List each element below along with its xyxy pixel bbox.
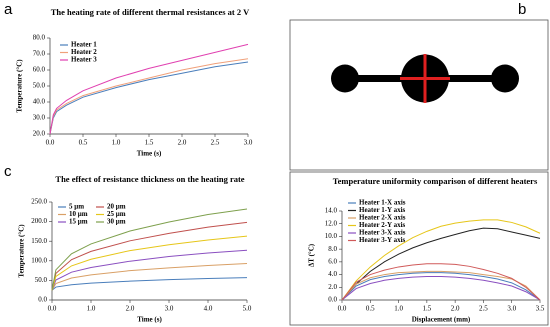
y-tick-label: 0.0 bbox=[328, 296, 337, 304]
legend-label: Heater 1 bbox=[71, 41, 97, 49]
y-tick-label: 40.0 bbox=[33, 98, 46, 106]
series-line bbox=[49, 58, 249, 135]
legend-label: Heater 3-Y axis bbox=[359, 236, 406, 244]
x-tick-label: 0.5 bbox=[366, 305, 375, 313]
series-line bbox=[51, 249, 248, 291]
y-axis-label: Temperature (°C) bbox=[16, 59, 24, 113]
y-tick-label: 60.0 bbox=[33, 66, 46, 74]
series-line bbox=[341, 263, 541, 301]
x-tick-label: 3.0 bbox=[244, 139, 253, 147]
chart-title: The heating rate of different thermal re… bbox=[50, 7, 250, 17]
x-tick-label: 0.0 bbox=[46, 139, 55, 147]
x-tick-label: 2.0 bbox=[126, 305, 135, 313]
y-tick-label: 4.0 bbox=[328, 270, 337, 278]
legend-label: 5 μm bbox=[69, 203, 84, 211]
panel-label: c bbox=[4, 163, 12, 180]
x-tick-label: 3.0 bbox=[165, 305, 174, 313]
x-tick-label: 2.5 bbox=[211, 139, 220, 147]
heater-diagram bbox=[331, 54, 519, 103]
y-tick-label: 70.0 bbox=[33, 50, 46, 58]
legend-label: Heater 2-Y axis bbox=[359, 221, 406, 229]
y-tick-label: 10.0 bbox=[325, 232, 338, 240]
x-tick-label: 0.0 bbox=[338, 305, 347, 313]
x-tick-label: 1.0 bbox=[87, 305, 96, 313]
x-tick-label: 0.5 bbox=[79, 139, 88, 147]
y-tick-label: 200.0 bbox=[31, 217, 47, 225]
y-tick-label: 100.0 bbox=[31, 256, 47, 264]
y-axis-label: Temperature (°C) bbox=[18, 224, 26, 278]
y-tick-label: 20.0 bbox=[33, 130, 46, 138]
y-tick-label: 12.0 bbox=[325, 219, 338, 227]
legend-label: 20 μm bbox=[107, 203, 126, 211]
legend-label: 25 μm bbox=[107, 210, 126, 218]
x-axis-label: Time (s) bbox=[137, 150, 162, 158]
x-axis-label: Time (s) bbox=[137, 316, 162, 324]
y-tick-label: 150.0 bbox=[31, 237, 47, 245]
legend-label: Heater 2 bbox=[71, 48, 97, 56]
series-line bbox=[341, 270, 541, 301]
panel-label: b bbox=[518, 1, 526, 18]
series-line bbox=[51, 208, 248, 291]
legend-label: Heater 2-X axis bbox=[359, 214, 406, 222]
legend-label: 10 μm bbox=[69, 210, 88, 218]
y-tick-label: 0.0 bbox=[38, 296, 47, 304]
legend-label: 15 μm bbox=[69, 218, 88, 226]
series-line bbox=[51, 263, 248, 291]
x-tick-label: 3.0 bbox=[507, 305, 516, 313]
x-tick-label: 1.0 bbox=[394, 305, 403, 313]
x-tick-label: 2.0 bbox=[451, 305, 460, 313]
x-tick-label: 2.5 bbox=[479, 305, 488, 313]
x-tick-label: 1.0 bbox=[112, 139, 121, 147]
x-tick-label: 0.0 bbox=[48, 305, 57, 313]
legend-label: Heater 1-X axis bbox=[359, 199, 406, 207]
series-line bbox=[341, 227, 541, 301]
series-line bbox=[49, 43, 249, 135]
legend-label: Heater 1-Y axis bbox=[359, 206, 406, 214]
series-line bbox=[341, 219, 541, 301]
y-tick-label: 80.0 bbox=[33, 34, 46, 42]
y-tick-label: 6.0 bbox=[328, 257, 337, 265]
x-axis-label: Displacement (mm) bbox=[412, 316, 471, 324]
y-tick-label: 2.0 bbox=[328, 283, 337, 291]
x-tick-label: 3.5 bbox=[536, 305, 545, 313]
series-line bbox=[51, 235, 248, 291]
legend-label: Heater 3 bbox=[71, 56, 97, 64]
panel-b-frame bbox=[289, 19, 549, 171]
y-tick-label: 8.0 bbox=[328, 245, 337, 253]
y-tick-label: 50.0 bbox=[35, 276, 48, 284]
panel-label: a bbox=[4, 1, 13, 18]
y-axis-label: ΔT (°C) bbox=[308, 243, 316, 267]
chart-title: Temperature uniformity comparison of dif… bbox=[332, 176, 538, 186]
series-line bbox=[341, 272, 541, 301]
y-tick-label: 14.0 bbox=[325, 207, 338, 215]
y-tick-label: 30.0 bbox=[33, 114, 46, 122]
series-line bbox=[49, 61, 249, 135]
y-tick-label: 50.0 bbox=[33, 82, 46, 90]
x-tick-label: 2.0 bbox=[178, 139, 187, 147]
x-tick-label: 5.0 bbox=[243, 305, 252, 313]
chart-title: The effect of resistance thickness on th… bbox=[55, 174, 245, 184]
series-line bbox=[51, 221, 248, 291]
x-tick-label: 1.5 bbox=[145, 139, 154, 147]
y-tick-label: 250.0 bbox=[31, 198, 47, 206]
diagram-pad bbox=[491, 64, 519, 93]
x-tick-label: 4.0 bbox=[204, 305, 213, 313]
legend-label: Heater 3-X axis bbox=[359, 229, 406, 237]
x-tick-label: 1.5 bbox=[422, 305, 431, 313]
series-line bbox=[341, 275, 541, 301]
diagram-pad bbox=[331, 64, 359, 93]
panel-d-frame bbox=[289, 171, 549, 326]
legend-label: 30 μm bbox=[107, 218, 126, 226]
series-line bbox=[51, 277, 248, 291]
